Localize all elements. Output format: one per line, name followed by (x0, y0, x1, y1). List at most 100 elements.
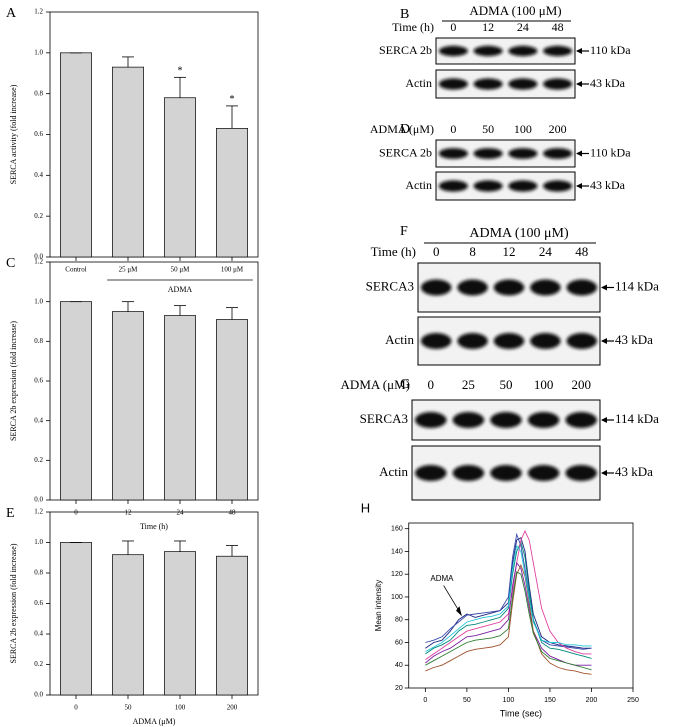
y-tick-label: 1.2 (34, 258, 43, 266)
y-tick-label: 100 (391, 594, 403, 601)
size-label: 43 kDa (615, 332, 653, 347)
band (457, 333, 488, 349)
line-chart: 0 50 100 150 200 250 20 40 60 80 100 120 140 160 ADMA T… (361, 500, 639, 718)
band (493, 333, 525, 349)
y-tick-label: 0.6 (34, 377, 43, 385)
y-tick-label: 0.0 (34, 691, 43, 699)
band (566, 333, 598, 349)
band (473, 45, 503, 57)
lane-label: 25 (462, 377, 475, 392)
band (543, 180, 573, 192)
bar (164, 315, 196, 501)
arrow-head (601, 338, 607, 344)
band (452, 412, 485, 428)
bar (164, 97, 196, 258)
size-label: 110 kDa (590, 145, 631, 159)
x-tick-label: 12 (125, 509, 133, 517)
x-tick-label: 250 (627, 697, 639, 704)
band (508, 78, 538, 90)
row-label: SERCA 2b (379, 43, 432, 57)
y-tick-label: 1.0 (34, 538, 43, 546)
y-tick-label: 0.8 (34, 89, 43, 97)
row-label: SERCA 2b (379, 145, 432, 159)
x-tick-label: 0 (74, 704, 78, 712)
bar (112, 66, 144, 258)
row-label: SERCA3 (360, 411, 408, 426)
lane-label: 50 (482, 122, 494, 136)
series-line (425, 571, 592, 671)
size-label: 114 kDa (615, 278, 659, 293)
y-tick-label: 60 (395, 639, 403, 646)
y-tick-label: 0.6 (34, 130, 43, 138)
band (490, 412, 522, 428)
bar (216, 555, 248, 696)
series-line (425, 529, 592, 660)
lane-label: 24 (539, 244, 553, 259)
lane-label: 200 (571, 377, 591, 392)
x-tick-label: 100 (503, 697, 515, 704)
bar (164, 551, 196, 696)
y-axis-label: SERCA 2b expression (fold increase) (9, 321, 18, 441)
y-tick-label: 1.0 (34, 48, 43, 56)
bar (216, 128, 248, 258)
x-tick-label: 25 μM (119, 266, 139, 274)
x-tick-label: 100 μM (221, 266, 244, 274)
panel-label: A (6, 6, 17, 21)
y-axis-label: Mean intensity (374, 580, 383, 632)
x-axis-label: ADMA (μM) (133, 717, 176, 726)
lane-label: 12 (503, 244, 516, 259)
lane-label: 100 (534, 377, 554, 392)
blot-header: ADMA (100 μM) (469, 226, 569, 241)
panel-label: F (400, 224, 408, 239)
band (457, 279, 488, 296)
band (493, 279, 525, 296)
series-line (425, 532, 592, 650)
panel-label: B (400, 7, 409, 22)
size-label: 43 kDa (615, 464, 653, 479)
size-label: 114 kDa (615, 411, 659, 426)
panel-label: D (400, 122, 410, 137)
band (508, 180, 538, 192)
series-line (425, 540, 592, 659)
bar (112, 311, 144, 501)
lane-label: 48 (575, 244, 588, 259)
y-tick-label: 20 (395, 685, 403, 692)
band (508, 148, 538, 159)
bar (112, 554, 144, 696)
band (565, 465, 597, 481)
series-line (425, 537, 592, 649)
band (452, 465, 485, 481)
plot-frame (408, 522, 634, 689)
row-label: Actin (405, 178, 432, 192)
y-tick-label: 0.4 (34, 630, 43, 638)
x-tick-label: 50 (463, 697, 471, 704)
y-tick-label: 0.4 (34, 171, 43, 179)
size-label: 110 kDa (590, 43, 631, 57)
size-label: 43 kDa (590, 178, 626, 192)
y-tick-label: 0.2 (34, 660, 43, 668)
annotation-arrow (443, 585, 461, 614)
x-tick-label: 50 μM (171, 266, 191, 274)
y-tick-label: 0.6 (34, 599, 43, 607)
x-tick-label: 0 (423, 697, 427, 704)
arrow-head (601, 470, 607, 476)
row-label: Actin (379, 464, 408, 479)
significance-mark: * (178, 66, 183, 77)
lane-label: 12 (482, 20, 494, 34)
arrow-head (576, 81, 582, 87)
bar (216, 319, 248, 501)
lane-label: 24 (517, 20, 529, 34)
band (438, 45, 468, 57)
y-tick-label: 0.8 (34, 337, 43, 345)
x-tick-label: 100 (175, 704, 186, 712)
y-tick-label: 1.0 (34, 297, 43, 305)
lane-label: 0 (428, 377, 435, 392)
row-label: Actin (405, 76, 432, 90)
arrow-head (576, 150, 582, 157)
arrow-head (601, 284, 607, 291)
x-axis-label: Time (h) (140, 522, 168, 531)
lane-label: 50 (500, 377, 513, 392)
y-axis-label: SERCA 2b expression (fold increase) (9, 543, 18, 663)
lane-label: 0 (450, 20, 456, 34)
